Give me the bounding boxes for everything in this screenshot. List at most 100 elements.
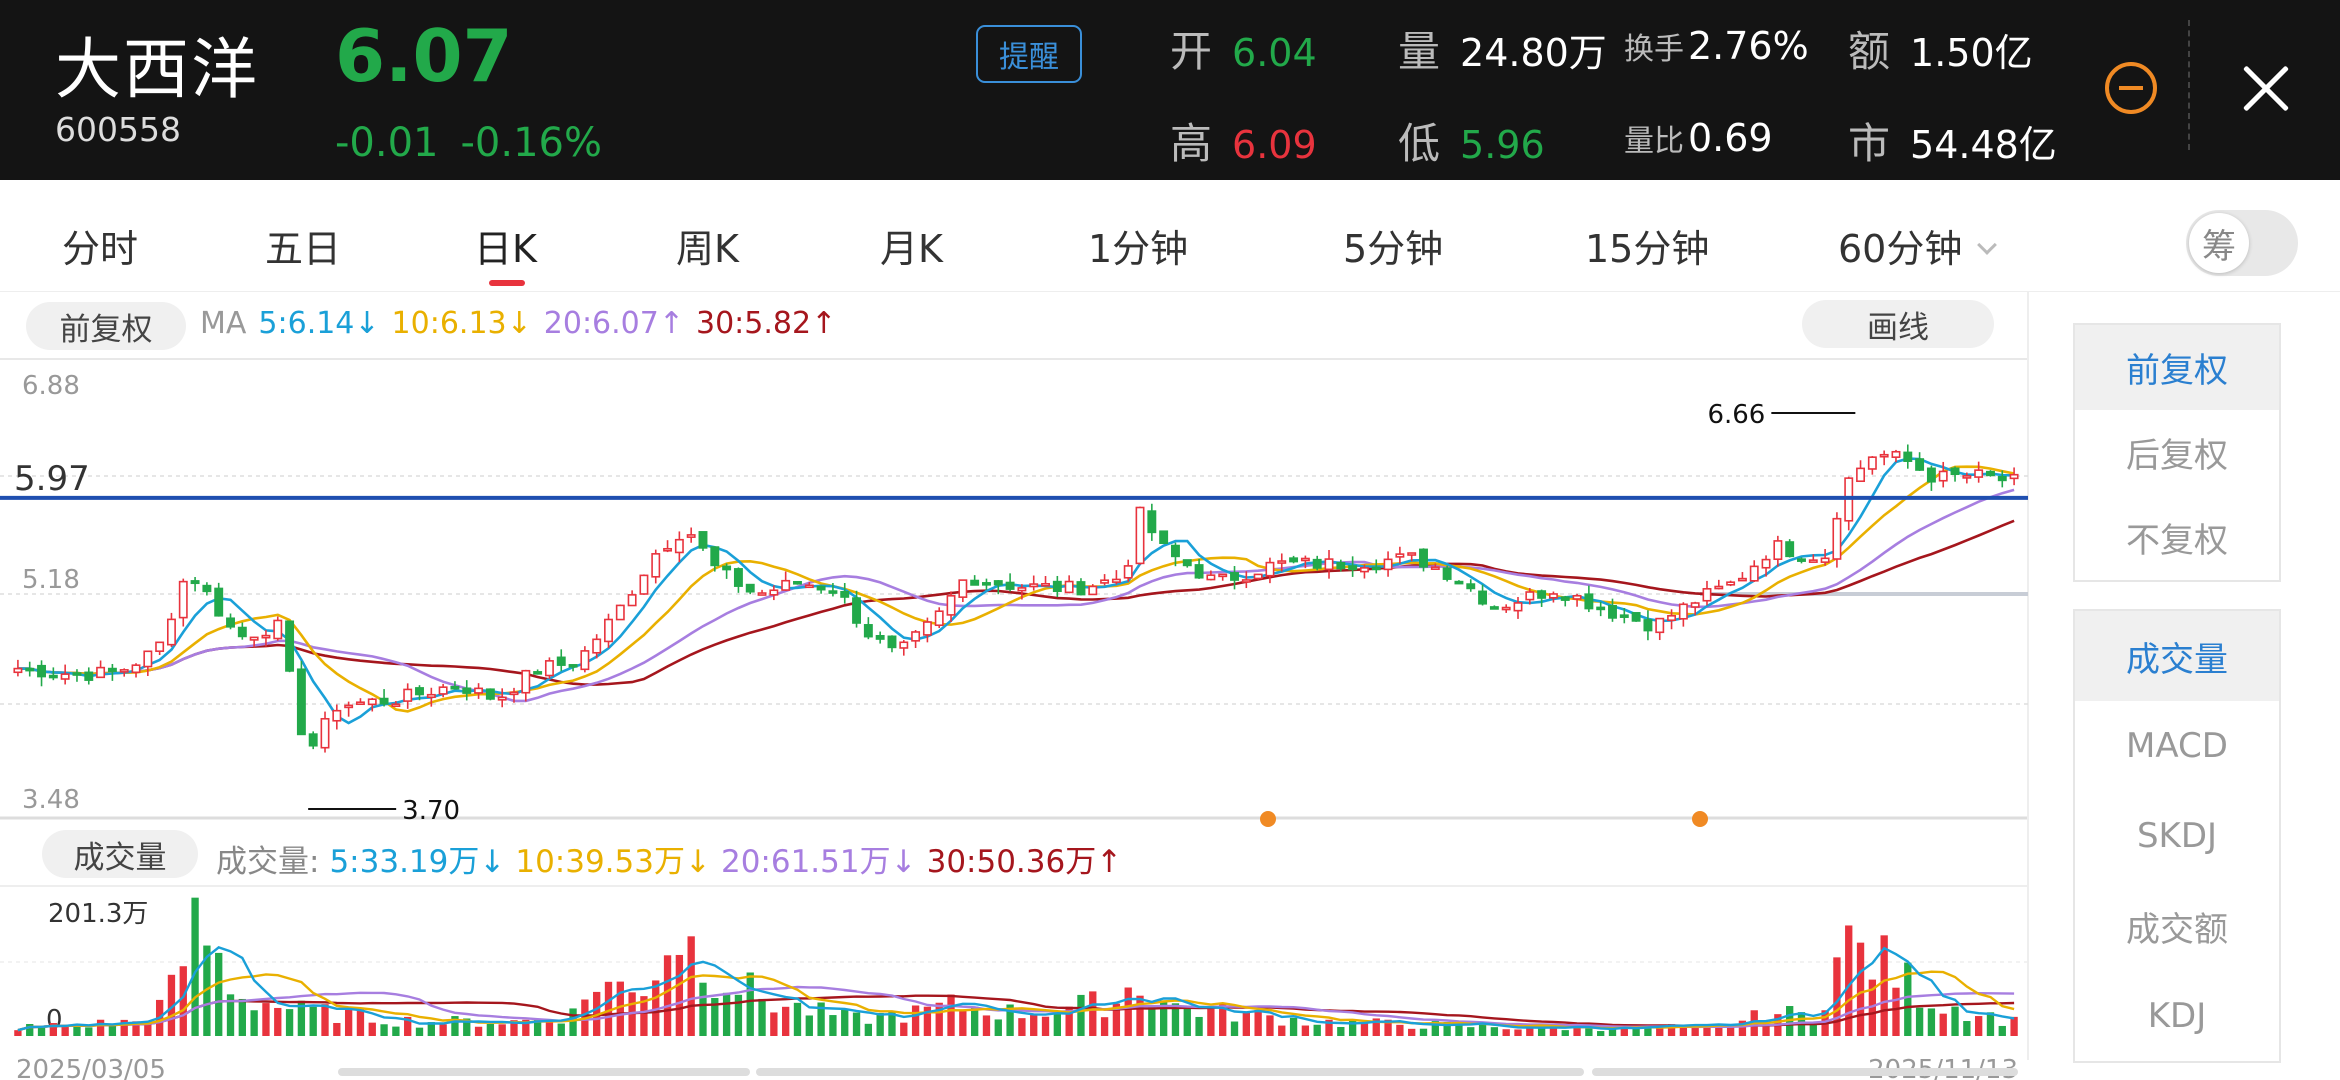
candle-body xyxy=(119,669,129,673)
candle-body xyxy=(2009,473,2019,480)
indicator-volume[interactable]: 成交量 xyxy=(2075,611,2279,701)
indicator-kdj[interactable]: KDJ xyxy=(2147,996,2207,1036)
volume-bar xyxy=(1136,995,1144,1036)
candle-body xyxy=(1596,606,1606,611)
candle-body xyxy=(1123,565,1133,579)
indicator-panel: 成交量 MACD SKDJ 成交额 KDJ xyxy=(2073,609,2281,1063)
candle-body xyxy=(686,534,696,538)
volume-bar xyxy=(793,1002,802,1036)
minus-circle-icon[interactable] xyxy=(2105,62,2157,114)
tab-60min[interactable]: 60分钟 xyxy=(1838,218,1998,273)
candle-body xyxy=(497,696,507,701)
adjust-chip[interactable]: 前复权 xyxy=(26,302,186,350)
volume-chip[interactable]: 成交量 xyxy=(42,830,198,878)
volume-bar xyxy=(203,945,211,1036)
candle-body xyxy=(1383,558,1393,571)
adjust-none[interactable]: 不复权 xyxy=(2126,521,2228,561)
volume-bar xyxy=(191,897,199,1036)
draw-line-button[interactable]: 画线 xyxy=(1802,300,1994,348)
volume-bar xyxy=(451,1016,459,1036)
volume-bar xyxy=(108,1025,117,1036)
candle-body xyxy=(166,618,176,646)
indicator-macd[interactable]: MACD xyxy=(2126,726,2228,766)
candle-body xyxy=(1336,561,1346,570)
volume-bar xyxy=(1278,1025,1286,1036)
candle-body xyxy=(1076,581,1086,596)
volume-bar xyxy=(1549,1026,1558,1036)
volume-bar xyxy=(262,1003,270,1036)
adjust-forward[interactable]: 前复权 xyxy=(2075,325,2279,410)
volume-bar xyxy=(1089,991,1097,1036)
volume-bar xyxy=(699,982,707,1036)
volume-bar xyxy=(1360,1023,1369,1036)
tab-five-day[interactable]: 五日 xyxy=(265,227,342,271)
header-divider xyxy=(2188,20,2190,150)
stat-amount-value: 1.50亿 xyxy=(1910,31,2033,75)
candle-body xyxy=(1501,606,1511,611)
candle-body xyxy=(993,580,1003,586)
candle-body xyxy=(816,585,826,591)
chevron-down-icon xyxy=(1977,235,1998,255)
indicator-skdj[interactable]: SKDJ xyxy=(2136,816,2218,856)
volume-bar xyxy=(1372,1018,1380,1036)
volume-bar xyxy=(817,1002,825,1036)
tab-daily-k[interactable]: 日K xyxy=(474,227,537,271)
vol-ma5-value: 5:33.19万↓ xyxy=(329,844,506,880)
tab-monthly-k[interactable]: 月K xyxy=(880,227,943,271)
candle-body xyxy=(982,582,991,586)
adjust-backward[interactable]: 后复权 xyxy=(2126,436,2228,476)
indicator-amount[interactable]: 成交额 xyxy=(2126,909,2228,950)
volume-bar xyxy=(250,1010,258,1036)
volume-bar xyxy=(1467,1027,1475,1036)
volume-bar xyxy=(1242,1012,1250,1036)
volume-bar xyxy=(1478,1024,1487,1036)
volume-bar xyxy=(321,1004,329,1036)
candle-body xyxy=(379,697,389,705)
volume-bar xyxy=(1667,1024,1676,1036)
alert-button[interactable]: 提醒 xyxy=(976,25,1082,83)
period-tabs: 分时 五日 日K 周K 月K 1分钟 5分钟 15分钟 60分钟 xyxy=(0,196,2340,292)
tab-1min[interactable]: 1分钟 xyxy=(1088,227,1189,271)
chip-toggle-knob: 筹 xyxy=(2189,213,2249,273)
candle-body xyxy=(1324,558,1334,571)
candle-body xyxy=(1974,469,1984,478)
change-value: -0.01 xyxy=(335,120,439,166)
candle-body xyxy=(1206,574,1216,581)
candle-body xyxy=(556,656,566,666)
scrollbar-segment xyxy=(756,1068,1584,1076)
volume-bar xyxy=(722,992,731,1036)
vol-ma10-value: 10:39.53万↓ xyxy=(515,844,711,880)
volume-bar xyxy=(982,1015,991,1036)
volume-bar xyxy=(1904,962,1912,1036)
tab-intraday[interactable]: 分时 xyxy=(62,227,139,271)
tab-5min[interactable]: 5分钟 xyxy=(1343,227,1444,271)
stat-high-label: 高 xyxy=(1170,119,1213,168)
candle-body xyxy=(1856,467,1866,483)
volume-bar xyxy=(1656,1026,1664,1036)
volume-bar xyxy=(2010,1016,2018,1036)
tab-15min[interactable]: 15分钟 xyxy=(1585,227,1710,271)
candle-body xyxy=(1182,559,1192,567)
close-icon[interactable] xyxy=(2238,60,2294,116)
stat-open-value: 6.04 xyxy=(1232,31,1317,75)
candle-body xyxy=(1194,564,1204,579)
candle-body xyxy=(178,580,188,619)
candle-body xyxy=(84,671,94,681)
candle-body xyxy=(1100,579,1110,584)
candle-body xyxy=(367,698,377,706)
stat-open-label: 开 xyxy=(1170,27,1213,76)
candle-body xyxy=(1820,557,1830,563)
volume-bar xyxy=(959,1009,967,1036)
stat-vol-ratio: 量比 0.69 xyxy=(1624,116,1773,160)
volume-bar xyxy=(1408,1028,1416,1036)
volume-bar xyxy=(37,1026,46,1036)
stat-vol-ratio-label: 量比 xyxy=(1624,124,1684,159)
candle-body xyxy=(485,688,495,700)
tab-weekly-k[interactable]: 周K xyxy=(676,227,739,271)
chip-distribution-toggle[interactable]: 筹 xyxy=(2186,210,2298,276)
candle-body xyxy=(450,685,460,690)
candle-body xyxy=(1962,475,1972,479)
volume-bar xyxy=(368,1022,376,1036)
stat-volume-label: 量 xyxy=(1398,27,1441,76)
